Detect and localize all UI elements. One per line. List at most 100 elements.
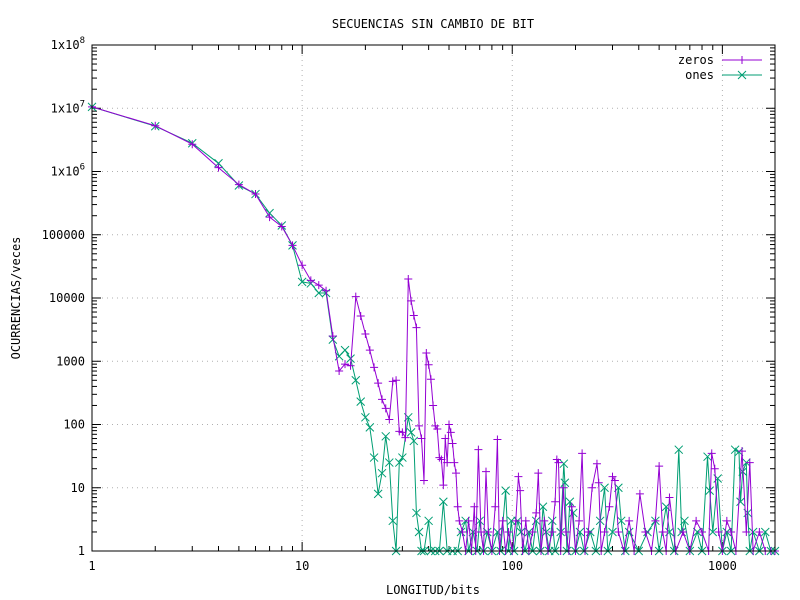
data-point-zeros (528, 527, 537, 536)
y-tick-label-base: 100000 (42, 228, 85, 242)
data-point-zeros (392, 376, 401, 385)
data-point-ones (565, 497, 575, 507)
y-tick-label-base: 1x10 (51, 165, 80, 179)
data-point-zeros (578, 449, 587, 458)
data-point-zeros (388, 377, 397, 386)
data-point-zeros (424, 360, 433, 369)
y-tick-label: 10000 (49, 291, 85, 305)
data-point-ones (600, 483, 609, 493)
y-tick-label-base: 10000 (49, 291, 85, 305)
y-tick-label: 1 (78, 544, 85, 558)
data-point-zeros (188, 140, 197, 149)
data-point-zeros (594, 478, 603, 487)
x-tick-label: 1000 (708, 559, 737, 573)
data-point-zeros (429, 401, 438, 410)
data-point-zeros (532, 508, 541, 517)
data-point-zeros (452, 469, 461, 478)
data-point-zeros (409, 311, 418, 320)
x-tick-label: 10 (295, 559, 309, 573)
data-point-zeros (346, 361, 355, 370)
data-point-zeros (655, 462, 664, 471)
data-point-ones (538, 502, 548, 512)
data-point-zeros (151, 121, 160, 130)
data-point-zeros (441, 434, 450, 443)
data-point-zeros (443, 458, 452, 467)
y-tick-label-base: 1x10 (51, 38, 80, 52)
data-point-ones (412, 508, 421, 518)
data-point-ones (748, 527, 758, 537)
y-tick-label: 1x107 (51, 99, 85, 115)
data-point-zeros (214, 163, 223, 172)
data-point-zeros (455, 516, 464, 525)
data-point-ones (381, 431, 391, 441)
data-point-zeros (575, 516, 584, 525)
series-layer (87, 102, 780, 556)
y-tick-label-exponent: 7 (80, 99, 85, 109)
data-point-zeros (679, 527, 688, 536)
data-point-zeros (277, 222, 286, 231)
data-point-zeros (446, 428, 455, 437)
data-point-zeros (356, 311, 365, 320)
data-point-zeros (665, 493, 674, 502)
data-point-ones (356, 397, 366, 406)
y-tick-label: 1000 (56, 354, 85, 368)
data-point-zeros (722, 516, 731, 525)
data-point-zeros (551, 497, 560, 506)
data-point-ones (560, 478, 570, 488)
y-tick-label-base: 100 (63, 418, 85, 432)
chart-title: SECUENCIAS SIN CAMBIO DE BIT (332, 17, 534, 31)
data-point-zeros (306, 276, 315, 285)
data-point-ones (559, 459, 569, 469)
data-point-zeros (514, 472, 523, 481)
data-point-zeros (450, 458, 459, 467)
data-point-ones (340, 345, 350, 355)
legend: zeros ones (678, 53, 762, 82)
data-point-ones (708, 527, 718, 537)
x-tick-label: 100 (501, 559, 523, 573)
y-tick-label-exponent: 6 (80, 163, 85, 173)
data-point-zeros (365, 346, 374, 355)
ticks: 1 10 100 10001101001000100001000001x1061x10… (42, 36, 775, 573)
data-point-ones (438, 497, 448, 507)
data-point-ones (265, 208, 274, 218)
data-point-ones (616, 516, 626, 526)
data-point-zeros (407, 296, 416, 305)
x-axis-label: LONGITUD/bits (386, 583, 480, 597)
y-tick-label: 1x108 (51, 36, 85, 52)
data-point-zeros (234, 180, 243, 189)
data-point-ones (680, 516, 689, 526)
x-tick-label: 1 (88, 559, 95, 573)
data-point-ones (377, 468, 387, 478)
data-point-zeros (641, 527, 650, 536)
data-point-ones (384, 458, 394, 467)
data-point-zeros (251, 190, 260, 199)
y-tick-label-base: 10 (71, 481, 85, 495)
data-point-zeros (435, 453, 444, 462)
data-point-ones (297, 277, 307, 287)
data-point-zeros (584, 527, 593, 536)
y-tick-label-base: 1000 (56, 354, 85, 368)
data-point-zeros (453, 502, 462, 511)
data-point-zeros (755, 527, 764, 536)
data-point-ones (501, 486, 510, 495)
data-point-ones (547, 516, 557, 526)
legend-marker-ones (737, 70, 747, 80)
data-point-ones (516, 527, 526, 537)
y-axis-label: OCURRENCIAS/veces (9, 237, 23, 360)
data-point-ones (531, 516, 541, 526)
data-point-ones (674, 445, 684, 455)
data-point-zeros (415, 421, 424, 430)
data-point-zeros (444, 420, 453, 429)
legend-label-zeros: zeros (678, 53, 714, 67)
data-point-zeros (474, 445, 483, 454)
data-point-zeros (464, 516, 473, 525)
data-point-zeros (470, 502, 479, 511)
data-point-zeros (548, 527, 557, 536)
data-point-zeros (504, 527, 513, 536)
data-point-ones (365, 423, 375, 432)
data-point-zeros (727, 527, 736, 536)
data-point-zeros (370, 363, 379, 372)
data-point-zeros (698, 527, 707, 536)
data-point-zeros (534, 469, 543, 478)
data-point-zeros (651, 516, 660, 525)
